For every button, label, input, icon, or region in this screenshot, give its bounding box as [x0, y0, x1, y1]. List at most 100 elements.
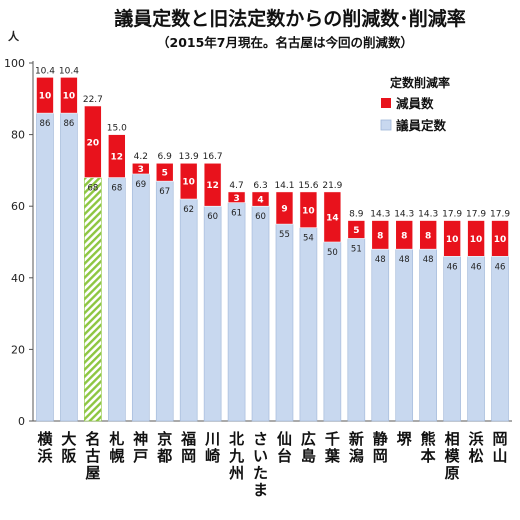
x-category-label: 相模原: [445, 430, 461, 482]
rate-label: 17.9: [490, 210, 510, 220]
bar-base-segment: [419, 248, 437, 422]
x-category-label: 仙台: [277, 430, 292, 465]
bar-group: 62 10 13.9 福岡: [179, 152, 199, 465]
rate-label: 21.9: [322, 181, 342, 191]
x-category-label: さいたま: [253, 430, 268, 499]
legend-swatch-reduction: [381, 98, 391, 108]
x-category-label: 川崎: [204, 430, 220, 465]
reduction-value-label: 10: [494, 235, 507, 245]
rate-label: 16.7: [203, 152, 223, 162]
reduction-value-label: 8: [377, 231, 383, 241]
bar-base-segment: [371, 248, 390, 422]
bar-base-segment: [179, 198, 198, 422]
reduction-value-label: 10: [182, 178, 195, 188]
x-category-label: 浜松: [469, 430, 484, 465]
bar-group: 86 10 10.4 横浜: [35, 66, 55, 465]
bar-group: 48 8 14.3 堺: [394, 210, 414, 448]
bar-base-segment: [203, 205, 222, 422]
reduction-value-label: 10: [39, 92, 52, 102]
rate-label: 17.9: [442, 210, 462, 220]
bar-group: 46 10 17.9 相模原: [442, 210, 462, 482]
rate-label: 14.3: [394, 210, 414, 220]
base-value-label: 86: [64, 119, 75, 129]
base-value-label: 46: [471, 262, 482, 272]
reduction-value-label: 12: [206, 181, 219, 191]
rate-label: 15.0: [107, 124, 127, 134]
reduction-value-label: 10: [302, 206, 315, 216]
base-value-label: 54: [303, 234, 314, 244]
rate-label: 6.3: [253, 181, 267, 191]
bar-group: 48 8 14.3 熊本: [418, 210, 438, 465]
bar-reduction-segment: [36, 77, 54, 114]
bar-base-segment: [467, 256, 485, 422]
bar-reduction-segment: [60, 77, 78, 114]
x-category-label: 広島: [301, 430, 316, 465]
base-value-label: 69: [135, 180, 146, 190]
bar-base-segment: [36, 112, 54, 422]
reduction-value-label: 10: [470, 235, 483, 245]
bar-group: 51 5 8.9 新潟: [347, 210, 366, 465]
bar-base-segment: [275, 223, 294, 422]
reduction-value-label: 9: [281, 204, 287, 214]
base-value-label: 48: [423, 255, 434, 265]
x-category-label: 堺: [397, 430, 413, 448]
bar-reduction-segment: [227, 191, 246, 203]
base-value-label: 60: [207, 212, 218, 222]
rate-label: 6.9: [158, 152, 173, 162]
bar-reduction-segment: [251, 191, 270, 207]
x-category-label: 熊本: [421, 430, 436, 465]
reduction-value-label: 14: [326, 213, 339, 223]
bar-base-segment: [251, 205, 270, 422]
rate-label: 15.6: [298, 181, 318, 191]
bars: 86 10 10.4 横浜 86 10 10.4 大阪 68 20 22.7 名古屋 68 12 15.0 札…: [35, 66, 510, 499]
reduction-value-label: 4: [257, 196, 263, 206]
y-tick-label: 20: [11, 343, 25, 356]
legend-label-base: 議員定数: [396, 118, 447, 133]
x-category-label: 横浜: [37, 430, 53, 465]
legend-swatch-base: [380, 119, 392, 131]
y-tick-label: 0: [18, 415, 25, 428]
bar-group: 67 5 6.9 京都: [155, 152, 174, 465]
legend-title: 定数削減率: [390, 75, 450, 90]
x-category-label: 福岡: [180, 430, 196, 465]
bar-reduction-segment: [275, 191, 294, 225]
rate-label: 14.3: [418, 210, 438, 220]
bar-base-segment: [131, 173, 150, 422]
bar-reduction-segment: [467, 220, 485, 257]
base-value-label: 86: [40, 119, 51, 129]
x-category-label: 大阪: [61, 430, 77, 465]
bar-reduction-segment: [108, 134, 126, 178]
bar-reduction-segment: [155, 162, 174, 182]
y-tick-label: 60: [11, 200, 25, 213]
bar-group: 46 10 17.9 浜松: [466, 210, 486, 465]
base-value-label: 67: [159, 187, 170, 197]
base-value-label: 50: [327, 248, 338, 258]
bar-reduction-segment: [323, 191, 342, 243]
bar-group: 68 20 22.7 名古屋: [83, 95, 103, 482]
base-value-label: 48: [399, 255, 410, 265]
base-value-label: 48: [375, 255, 386, 265]
reduction-value-label: 10: [446, 235, 459, 245]
rate-label: 17.9: [466, 210, 486, 220]
bar-reduction-segment: [131, 162, 150, 175]
rate-label: 4.7: [229, 181, 243, 191]
rate-label: 8.9: [349, 210, 364, 220]
base-value-label: 68: [111, 184, 122, 194]
bar-reduction-segment: [491, 220, 509, 257]
bar-reduction-segment: [179, 162, 198, 200]
chart-title: 議員定数と旧法定数からの削減数･削減率: [114, 7, 466, 30]
bar-group: 54 10 15.6 広島: [298, 181, 318, 465]
base-value-label: 61: [231, 209, 242, 219]
bar-group: 68 12 15.0 札幌: [107, 124, 127, 465]
reduction-value-label: 12: [111, 153, 124, 163]
bar-reduction-segment: [419, 220, 437, 250]
x-category-label: 京都: [156, 430, 172, 465]
bar-reduction-segment: [371, 220, 390, 250]
reduction-value-label: 20: [87, 138, 100, 148]
bar-reduction-segment: [443, 220, 461, 257]
bar-base-segment: [299, 227, 318, 422]
bar-base-segment: [155, 180, 174, 422]
y-tick-label: 40: [11, 272, 25, 285]
